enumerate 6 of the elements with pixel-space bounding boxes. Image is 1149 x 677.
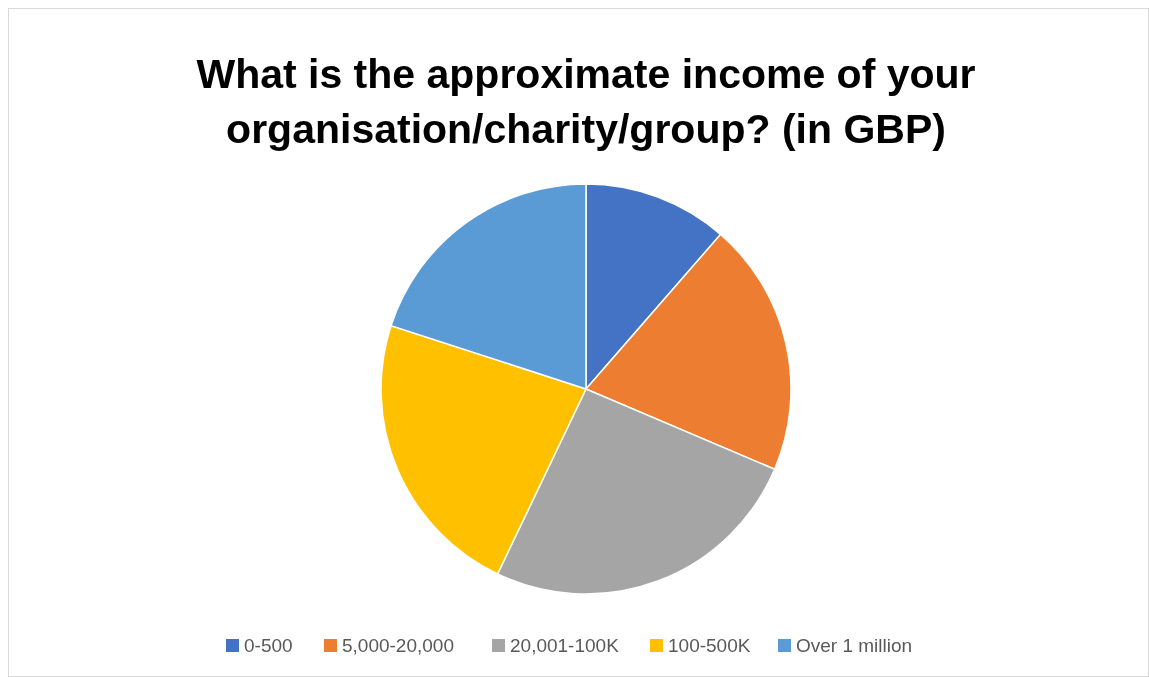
legend-label: 0-500 (244, 635, 293, 656)
chart-title: What is the approximate income of your organisation/charity/group? (in GBP) (196, 51, 976, 152)
legend-label: 20,001-100K (510, 635, 620, 656)
legend-label: Over 1 million (796, 635, 913, 656)
legend-label: 100-500K (668, 635, 751, 656)
legend-label: 5,000-20,000 (342, 635, 454, 656)
